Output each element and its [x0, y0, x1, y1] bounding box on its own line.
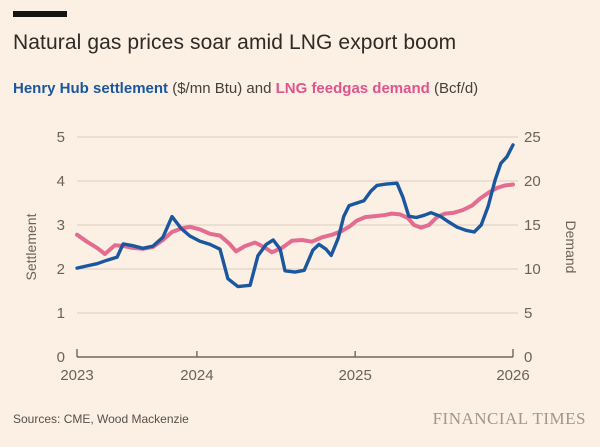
chart-area: 0 1 2 3 4 5 0 5 10 15 20 25 2023 2024 2025 2026 Settleme…	[0, 110, 600, 400]
series-line-henry-hub-settlement	[75, 143, 515, 289]
legend-lng-feedgas: LNG feedgas demand	[275, 80, 430, 97]
legend-henry-hub: Henry Hub settlement	[13, 80, 169, 97]
page-title: Natural gas prices soar amid LNG export …	[13, 31, 457, 54]
subtitle-units-a: ($/mn Btu) and	[168, 80, 276, 97]
footer: Sources: CME, Wood Mackenzie FINANCIAL T…	[13, 406, 586, 436]
right-axis-tick-label: 15	[524, 217, 541, 234]
financial-times-logo: FINANCIAL TIMES	[432, 409, 586, 428]
x-axis-year-label: 2024	[180, 367, 213, 384]
right-axis-tick-label: 5	[524, 305, 532, 322]
x-axis-year-label: 2026	[496, 367, 529, 384]
left-axis-title: Settlement	[23, 213, 39, 280]
sources-note: Sources: CME, Wood Mackenzie	[13, 412, 189, 426]
chart-legend-subtitle: Henry Hub settlement ($/mn Btu) and LNG …	[13, 80, 583, 97]
x-axis-year-label: 2023	[60, 367, 93, 384]
left-axis-tick-label: 4	[57, 173, 65, 190]
right-axis-tick-label: 25	[524, 129, 541, 146]
left-axis-tick-label: 5	[57, 129, 65, 146]
left-axis-tick-label: 1	[57, 305, 65, 322]
right-axis-tick-label: 20	[524, 173, 541, 190]
x-axis-year-label: 2025	[338, 367, 371, 384]
right-axis-tick-label: 0	[524, 349, 532, 366]
accent-bar	[13, 11, 67, 17]
subtitle-units-b: (Bcf/d)	[429, 80, 479, 97]
right-axis-title: Demand	[563, 221, 579, 274]
left-axis-tick-label: 2	[57, 261, 65, 278]
left-axis-tick-label: 3	[57, 217, 65, 234]
left-axis-tick-label: 0	[57, 349, 65, 366]
right-axis-tick-label: 10	[524, 261, 541, 278]
